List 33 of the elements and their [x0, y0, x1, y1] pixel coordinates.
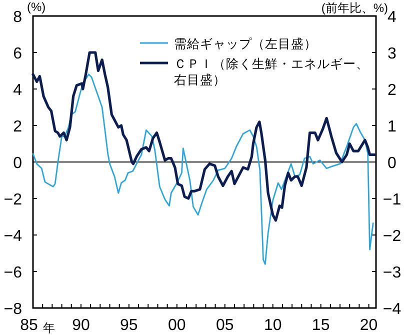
- x-tick-label: 10: [264, 317, 282, 334]
- y-tick-label: −4: [4, 228, 22, 245]
- y-tick-label: −2: [4, 192, 22, 208]
- y-tick-label: 4: [13, 82, 22, 99]
- x-tick-label: 20: [360, 317, 378, 334]
- y2-tick-label: 0: [388, 155, 397, 172]
- legend-label: 需給ギャップ（左目盛）: [174, 37, 317, 51]
- y2-tick-label: −3: [382, 264, 402, 282]
- y2-tick-label: 2: [388, 82, 397, 99]
- y2-tick-label: −2: [382, 228, 402, 245]
- x-tick-label: 85: [20, 317, 38, 334]
- y2-tick-label: −4: [382, 301, 402, 318]
- x-tick-label: 05: [216, 317, 234, 334]
- y2-tick-label: 4: [388, 9, 397, 26]
- legend-label: ＣＰＩ（除く生鮮・エネルギー、右目盛）: [174, 57, 369, 87]
- line-series: [32, 74, 374, 265]
- x-tick-label: 00: [168, 317, 186, 334]
- x-tick-label: 15: [312, 317, 330, 334]
- y2-axis-title: (前年比、%): [321, 1, 388, 15]
- x-tick-label: 95: [120, 317, 138, 334]
- y2-tick-label: −1: [382, 192, 402, 208]
- line-series: [32, 51, 376, 222]
- y-tick-label: −6: [4, 264, 22, 282]
- y-tick-label: 6: [13, 46, 22, 62]
- y-tick-label: −8: [4, 301, 22, 318]
- y-tick-label: 8: [13, 9, 22, 26]
- y-tick-label: 2: [13, 118, 22, 136]
- x-axis-title: 年: [43, 321, 55, 335]
- y2-tick-label: 3: [388, 46, 397, 62]
- y2-tick-label: 1: [388, 118, 397, 136]
- y-tick-label: 0: [13, 155, 22, 172]
- x-tick-label: 90: [72, 317, 90, 334]
- y-axis-title: (%): [27, 0, 46, 14]
